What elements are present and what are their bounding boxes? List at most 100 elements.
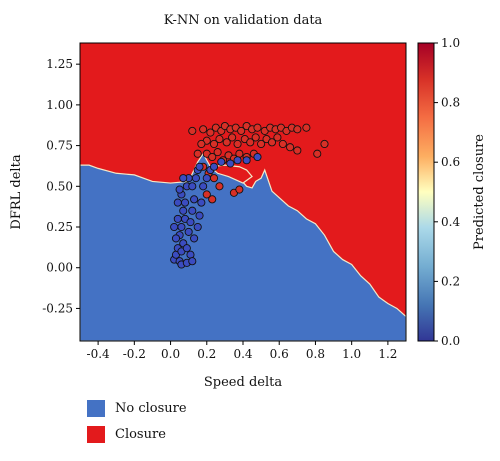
region-no-closure: [80, 152, 406, 341]
colorbar-tick-label: 0.4: [441, 215, 460, 229]
data-point: [195, 211, 204, 220]
x-tick-label: 1.0: [342, 347, 361, 361]
colorbar-label: Predicted closure: [472, 134, 487, 250]
data-point: [190, 195, 199, 204]
x-tick-label: 0.2: [197, 347, 216, 361]
legend-item-no-closure: No closure: [87, 399, 187, 417]
colorbar-tick-label: 0.0: [441, 334, 460, 348]
legend-item-closure: Closure: [87, 425, 166, 443]
data-point: [179, 206, 188, 215]
data-point: [217, 157, 226, 166]
data-point: [313, 149, 322, 158]
colorbar-tick-label: 1.0: [441, 36, 460, 50]
data-point: [206, 128, 215, 137]
data-point: [180, 198, 190, 207]
data-point: [246, 138, 255, 147]
data-point: [302, 123, 311, 132]
data-point: [193, 222, 202, 232]
data-point: [215, 182, 224, 191]
data-point: [267, 138, 277, 147]
data-point: [278, 139, 287, 149]
y-tick-label: 0.50: [46, 179, 73, 193]
data-point: [233, 156, 242, 165]
plot-area: [80, 43, 406, 341]
x-tick-label: 0.0: [161, 347, 180, 361]
x-tick-label: -0.2: [123, 347, 146, 361]
data-point: [235, 185, 244, 194]
data-point: [170, 222, 179, 232]
data-point: [215, 135, 224, 144]
data-point: [228, 133, 237, 142]
data-point: [209, 174, 219, 183]
colorbar-tick-label: 0.6: [441, 155, 460, 169]
data-point: [242, 156, 251, 165]
y-tick-label: 1.00: [46, 98, 73, 112]
data-point: [320, 139, 329, 149]
data-point: [237, 126, 246, 135]
x-axis-label: Speed delta: [204, 375, 282, 390]
colorbar: [417, 42, 435, 342]
data-point: [202, 190, 211, 199]
data-point: [171, 234, 181, 243]
data-point: [173, 214, 182, 223]
data-point: [182, 244, 191, 253]
y-axis-label: DFRL delta: [9, 154, 24, 229]
data-point: [253, 152, 262, 162]
knn-chart: K-NN on validation data -0.4 -0.2 0.0 0.2 0.…: [9, 13, 487, 390]
y-tick-label: 0.25: [46, 220, 73, 234]
x-tick-label: 0.4: [233, 347, 252, 361]
data-point: [188, 182, 197, 191]
x-tick-label: 0.6: [270, 347, 289, 361]
data-point: [251, 133, 260, 142]
data-point: [186, 250, 195, 259]
data-point: [188, 206, 197, 215]
data-point: [177, 222, 186, 232]
data-point: [184, 227, 193, 236]
series-no-closure: [170, 152, 262, 269]
data-point: [195, 162, 204, 171]
y-tick-label: -0.25: [42, 301, 73, 315]
data-point: [209, 162, 219, 171]
data-point: [188, 126, 197, 135]
legend-swatch-closure: [87, 425, 105, 443]
data-point: [222, 138, 231, 147]
colorbar-tick-label: 0.2: [441, 274, 460, 288]
data-point: [257, 139, 266, 149]
data-point: [226, 159, 235, 168]
legend-label-no-closure: No closure: [115, 400, 187, 416]
data-point: [190, 234, 199, 243]
legend-label-closure: Closure: [115, 426, 166, 442]
data-point: [209, 139, 219, 149]
data-point: [175, 185, 184, 194]
colorbar-ticks: 0.0 0.2 0.4 0.6 0.8 1.0: [434, 36, 460, 348]
data-point: [202, 174, 211, 183]
data-point: [193, 149, 202, 158]
data-point: [208, 152, 217, 162]
data-point: [191, 174, 200, 183]
data-point: [213, 148, 222, 157]
data-point: [235, 149, 244, 158]
y-axis: -0.25 0.00 0.25 0.50 0.75 1.00 1.25: [42, 57, 80, 315]
data-point: [197, 139, 206, 149]
data-point: [188, 257, 197, 266]
x-tick-label: 1.2: [378, 347, 397, 361]
data-point: [233, 139, 242, 149]
colorbar-tick-label: 0.8: [441, 96, 460, 110]
x-tick-label: -0.4: [87, 347, 111, 361]
data-point: [293, 125, 302, 134]
x-axis: -0.4 -0.2 0.0 0.2 0.4 0.6 0.8 1.0 1.2: [87, 341, 397, 361]
data-point: [199, 125, 208, 134]
data-point: [208, 195, 217, 204]
chart-title: K-NN on validation data: [164, 13, 323, 28]
x-tick-label: 0.8: [306, 347, 325, 361]
data-point: [173, 198, 182, 207]
data-point: [286, 143, 295, 152]
data-point: [199, 182, 208, 191]
data-point: [179, 174, 188, 183]
y-tick-label: 1.25: [46, 57, 73, 71]
data-point: [273, 133, 282, 142]
data-point: [293, 146, 302, 155]
data-point: [186, 218, 195, 227]
y-tick-label: 0.00: [46, 261, 73, 275]
data-point: [197, 198, 206, 207]
